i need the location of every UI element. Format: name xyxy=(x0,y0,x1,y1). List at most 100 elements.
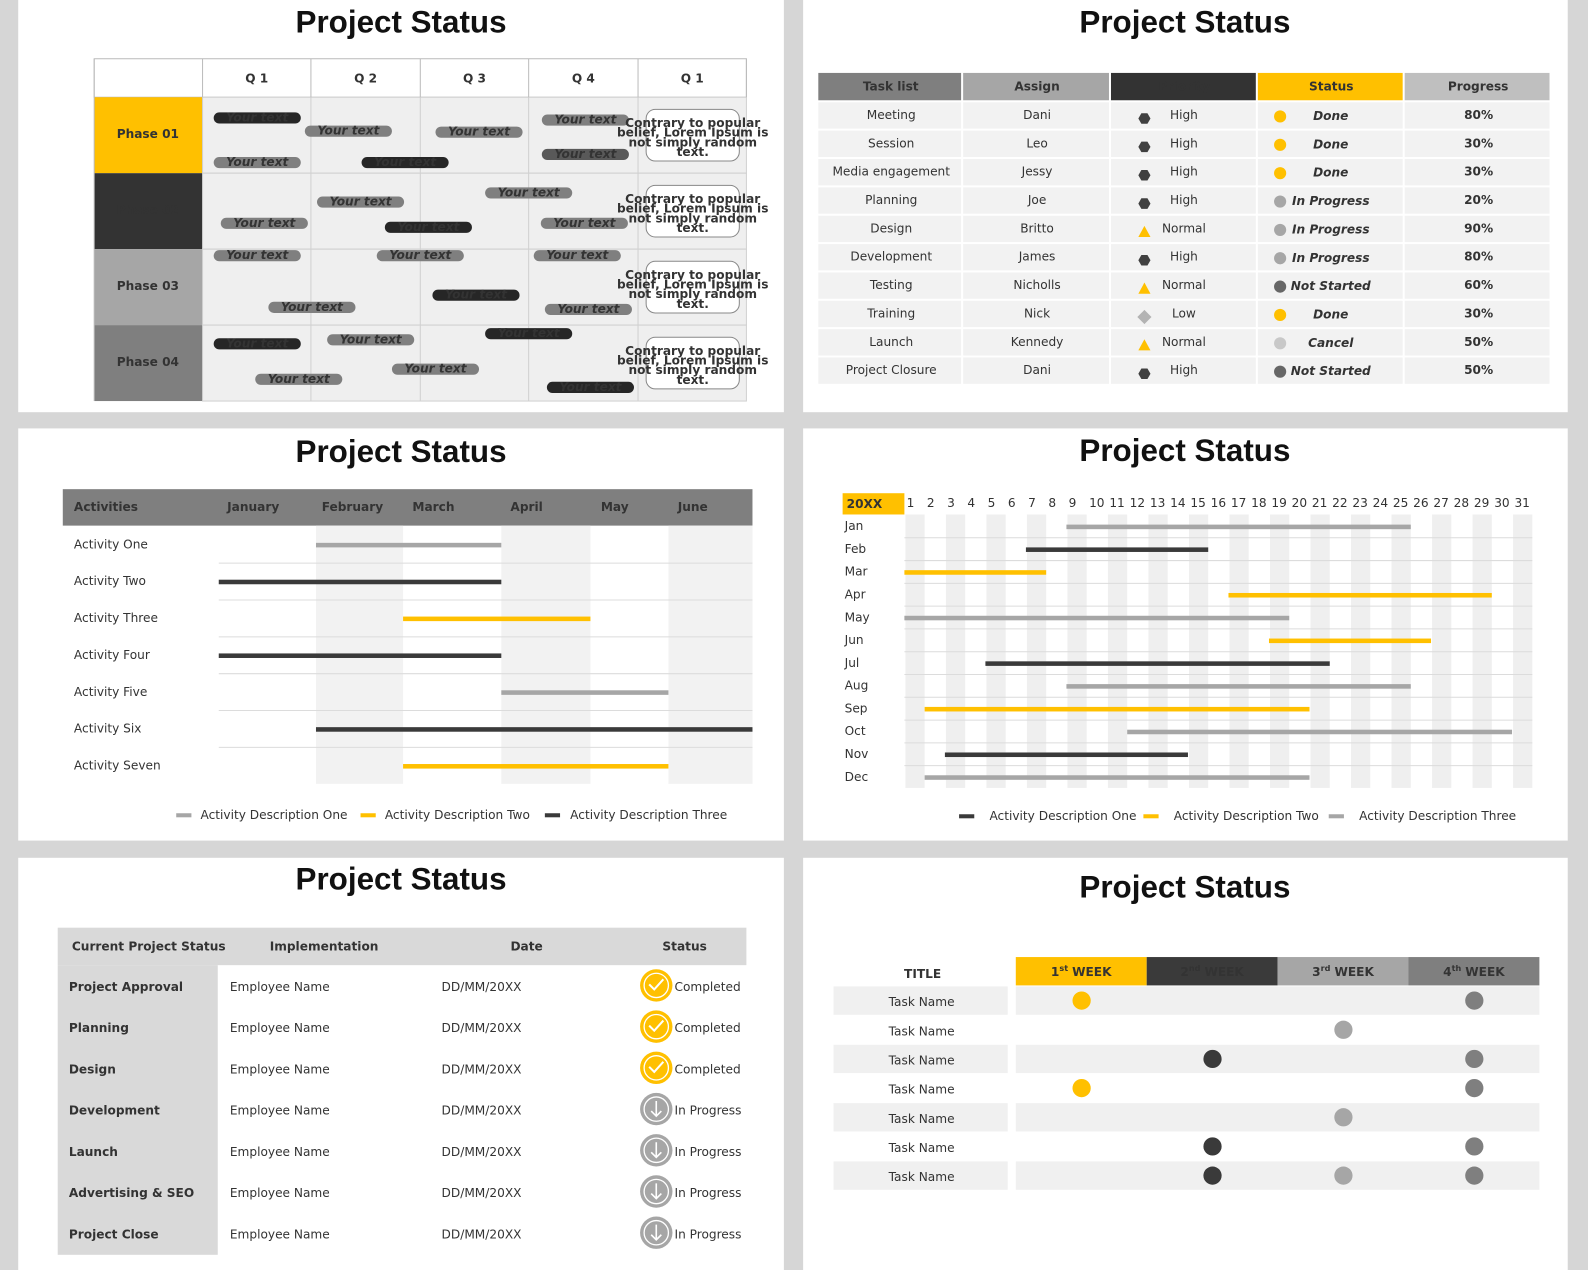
assignee: James xyxy=(1018,250,1056,264)
task-bar-label: Your text xyxy=(554,147,617,161)
priority-icon xyxy=(1138,198,1151,209)
row-name: Project Close xyxy=(69,1227,159,1241)
table-cell xyxy=(963,102,1109,129)
legend-label: Activity Description One xyxy=(201,808,348,822)
activity-name: Activity Two xyxy=(74,574,146,588)
week-dot xyxy=(1203,1049,1222,1069)
week-label: 4th WEEK xyxy=(1443,963,1505,979)
task-bar xyxy=(361,156,449,169)
month-stripe xyxy=(501,525,591,784)
header-cell xyxy=(1257,72,1403,101)
slide-title: Project Status xyxy=(1079,869,1290,904)
month-label: Dec xyxy=(845,770,869,784)
priority-label: High xyxy=(1170,165,1198,179)
task-bar xyxy=(541,114,629,126)
down-arrow xyxy=(650,1224,662,1241)
status-dot xyxy=(1274,110,1287,123)
activity-bar xyxy=(904,570,1047,575)
note-line: text. xyxy=(677,145,709,159)
month-label: Aug xyxy=(845,679,869,693)
assignee: Britto xyxy=(1020,221,1054,235)
week-dot xyxy=(1072,1078,1091,1098)
month-label: Feb xyxy=(845,542,867,556)
day-label: 14 xyxy=(1170,496,1186,510)
column-header: Status xyxy=(662,939,706,953)
table-cell xyxy=(818,215,962,243)
week-dot xyxy=(1334,1020,1353,1039)
month-label: Sep xyxy=(845,701,868,715)
task-name: Task Name xyxy=(888,995,955,1009)
legend-swatch xyxy=(544,813,561,818)
note-line: belief, Lorem Ipsum is xyxy=(617,126,768,140)
day-label: 28 xyxy=(1454,496,1469,510)
week-dot xyxy=(1203,1137,1222,1156)
slide-title: Project Status xyxy=(296,434,507,469)
task-name: Testing xyxy=(869,278,913,292)
status-icon-ring xyxy=(643,1219,670,1246)
task-bar xyxy=(316,196,405,208)
note-box xyxy=(645,184,740,238)
priority-label: High xyxy=(1170,363,1198,377)
activity-bar xyxy=(315,727,753,732)
legend-swatch xyxy=(1328,814,1344,819)
week-suffix: rd xyxy=(1321,963,1331,973)
task-bar-label: Your text xyxy=(329,195,392,209)
week-label: 1st WEEK xyxy=(1051,963,1112,979)
task-bar-label: Your text xyxy=(553,216,616,230)
column-header: Progress xyxy=(1448,80,1509,94)
activity-bar xyxy=(1025,547,1209,552)
task-bar xyxy=(541,148,629,161)
check-mark xyxy=(648,978,665,991)
task-bar xyxy=(533,250,621,262)
status-label: Completed xyxy=(674,1021,740,1035)
activity-name: Activity Three xyxy=(74,611,158,625)
header-cell xyxy=(1404,72,1550,101)
row-name: Project Approval xyxy=(69,980,183,994)
week-header xyxy=(1015,957,1147,986)
month-label: January xyxy=(226,500,279,514)
activity-bar xyxy=(944,752,1188,758)
progress-value: 90% xyxy=(1464,221,1493,235)
activity-bar xyxy=(1066,524,1411,530)
week-word: WEEK xyxy=(1465,965,1505,979)
task-bar xyxy=(485,187,573,199)
date: DD/MM/20XX xyxy=(442,1186,522,1200)
activity-bar xyxy=(1228,592,1492,598)
slide-title: Project Status xyxy=(296,5,507,40)
table-cell xyxy=(1404,187,1550,214)
task-bar xyxy=(327,334,415,346)
table-cell xyxy=(1110,215,1256,243)
date: DD/MM/20XX xyxy=(442,1104,522,1118)
progress-value: 20% xyxy=(1464,193,1493,207)
table-cell xyxy=(1110,130,1256,157)
table-cell xyxy=(1110,102,1256,129)
task-bar xyxy=(540,217,628,229)
status-dot xyxy=(1274,252,1287,265)
month-label: Jul xyxy=(844,656,860,670)
task-name: Media engagement xyxy=(832,165,950,179)
note-line: Contrary to popular xyxy=(625,116,760,130)
column-header: Status xyxy=(1309,80,1353,94)
table-cell xyxy=(963,159,1109,186)
legend-label: Activity Description Three xyxy=(570,808,727,822)
task-bar-label: Your text xyxy=(281,300,344,314)
column-header: Assign xyxy=(1014,80,1059,94)
table-header xyxy=(62,489,753,526)
activity-name: Activity One xyxy=(74,537,148,551)
status-label: Done xyxy=(1313,137,1348,151)
column-header: Q 4 xyxy=(572,71,595,85)
column-header: Implementation xyxy=(270,939,379,953)
progress-value: 80% xyxy=(1464,250,1493,264)
table-cell xyxy=(1404,300,1550,328)
corner-label: TITLE xyxy=(904,967,941,981)
date: DD/MM/20XX xyxy=(442,1062,522,1076)
table-cell xyxy=(963,187,1109,214)
table-header xyxy=(57,927,747,966)
column-header: Current Project Status xyxy=(72,939,226,953)
column-header: Task list xyxy=(863,80,919,94)
legend-swatch xyxy=(959,814,975,819)
month-label: April xyxy=(510,500,542,514)
week-dot xyxy=(1072,991,1091,1010)
priority-icon xyxy=(1138,141,1151,153)
